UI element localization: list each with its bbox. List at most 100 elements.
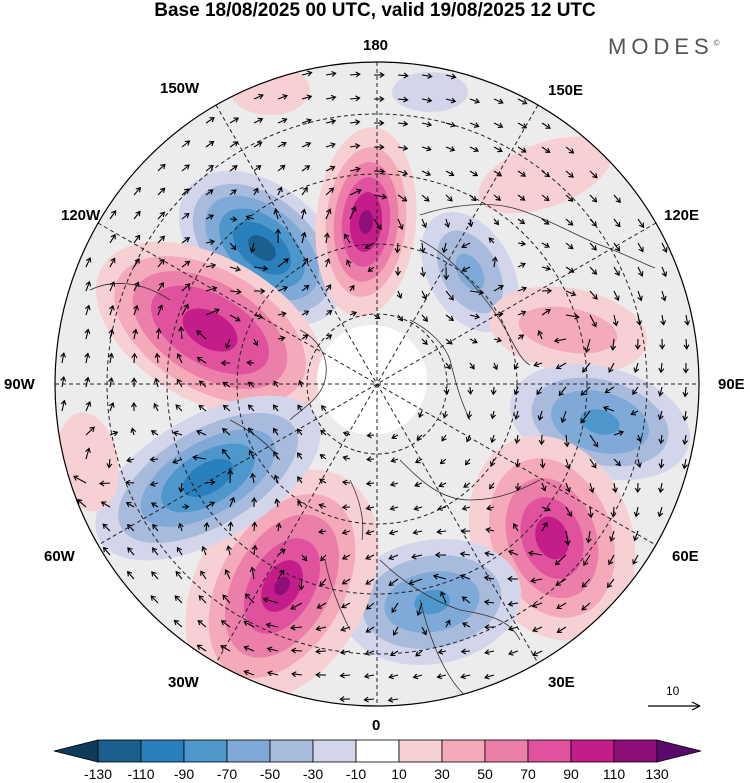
wind-vector-arrow	[364, 242, 375, 249]
wind-vector-arrow	[443, 386, 450, 395]
anomaly-negative-labrador	[95, 395, 321, 561]
wind-vector-arrow	[205, 262, 217, 269]
wind-vector-arrow	[445, 314, 455, 322]
wind-vector-arrow	[349, 71, 361, 78]
wind-vector-arrow	[387, 696, 399, 703]
wind-vector-arrow	[196, 429, 207, 436]
wind-vector-arrow	[277, 141, 287, 148]
wind-vector-arrow	[540, 482, 547, 492]
colorbar-swatch	[527, 739, 572, 763]
colorbar-tick-label: -130	[83, 766, 113, 782]
wind-vector-arrow	[633, 530, 639, 542]
wind-vector-arrow	[584, 338, 591, 354]
wind-vector-arrow	[244, 593, 255, 604]
wind-vector-arrow	[411, 553, 423, 560]
wind-vector-arrow	[229, 496, 236, 508]
wind-vector-arrow	[60, 352, 67, 364]
wind-vector-arrow	[198, 595, 207, 604]
colorbar-tick-label: 30	[434, 766, 450, 782]
wind-vector-arrow	[608, 362, 615, 374]
wind-vector-arrow	[373, 193, 388, 200]
wind-vector-arrow	[249, 242, 256, 254]
wind-vector-arrow	[636, 458, 642, 469]
wind-vector-arrow	[84, 304, 91, 316]
wind-vector-arrow	[133, 304, 139, 316]
wind-vector-arrow	[339, 649, 351, 656]
wind-vector-arrow	[434, 551, 447, 558]
wind-vector-arrow	[488, 237, 495, 244]
wind-vector-arrow	[483, 575, 495, 581]
wind-vector-arrow	[659, 338, 666, 350]
wind-vector-arrow	[415, 650, 423, 657]
wind-vector-arrow	[366, 432, 375, 439]
colorbar-swatch	[140, 739, 185, 763]
wind-vector-arrow	[490, 434, 496, 444]
wind-vector-arrow	[108, 328, 115, 340]
wind-vector-arrow	[150, 502, 159, 508]
wind-vector-arrow	[637, 266, 644, 277]
wind-vector-arrow	[445, 362, 451, 370]
wind-vector-arrow	[461, 622, 471, 628]
wind-vector-arrow	[325, 208, 332, 220]
wind-vector-arrow	[321, 405, 327, 412]
wind-vector-arrow	[172, 458, 183, 464]
wind-vector-arrow	[565, 242, 574, 250]
wind-vector-arrow	[469, 289, 485, 296]
wind-vector-arrow	[249, 472, 256, 484]
wind-vector-arrow	[683, 338, 690, 350]
wind-vector-arrow	[408, 578, 423, 586]
wind-vector-arrow	[585, 530, 592, 544]
wind-vector-arrow	[532, 626, 543, 633]
wind-vector-arrow	[227, 469, 234, 484]
wind-vector-arrow	[253, 288, 266, 295]
wind-vector-arrow	[533, 361, 543, 368]
graticule	[55, 62, 699, 706]
wind-vector-arrow	[365, 554, 375, 560]
wind-vector-arrow	[84, 328, 91, 340]
wind-vector-arrow	[133, 281, 140, 292]
wind-vector-arrow	[124, 479, 135, 486]
wind-vector-arrow	[613, 194, 621, 204]
wind-vector-arrow	[365, 529, 375, 536]
wind-vector-arrow	[157, 258, 165, 268]
wind-vector-arrow	[316, 602, 327, 609]
wind-vector-arrow	[469, 98, 481, 104]
wind-vector-arrow	[412, 673, 423, 680]
wind-vector-arrow	[633, 362, 640, 374]
wind-vector-arrow	[445, 97, 457, 104]
wind-vector-arrow	[301, 70, 313, 77]
wind-vector-arrow	[253, 164, 262, 172]
wind-vector-arrow	[157, 211, 166, 220]
wind-vector-arrow	[84, 376, 91, 388]
wind-vector-arrow	[412, 529, 423, 536]
wind-vector-arrow	[325, 70, 337, 77]
wind-vector-arrow	[493, 98, 504, 105]
wind-vector-arrow	[682, 362, 689, 374]
wind-vector-arrow	[484, 550, 495, 557]
wind-vector-arrow	[469, 194, 477, 202]
wind-vector-arrow	[229, 216, 238, 223]
wind-vector-arrow	[397, 72, 409, 79]
wind-vector-arrow	[589, 290, 598, 300]
wind-vector-arrow	[153, 377, 160, 388]
wind-vector-arrow	[507, 600, 519, 607]
colorbar-swatch	[613, 739, 658, 763]
wind-vector-arrow	[604, 386, 615, 394]
wind-vector-arrow	[201, 545, 207, 556]
colorbar-tick-labels: -130 -110 -90 -70 -50 -30 -10 10 30 50 70 90 110 130	[0, 766, 750, 782]
wind-vector-arrow	[613, 290, 620, 302]
reference-vector-arrow	[648, 701, 701, 711]
wind-vector-arrow	[131, 377, 138, 388]
wind-vector-arrow	[181, 188, 190, 196]
colorbar-swatch	[269, 739, 314, 763]
wind-vector-arrow	[277, 117, 288, 124]
wind-vector-arrow	[517, 310, 527, 316]
wind-vector-arrow	[507, 549, 519, 556]
wind-vector-arrow	[445, 121, 456, 128]
wind-vector-arrow	[565, 506, 572, 517]
wind-vector-arrow	[397, 218, 404, 230]
wind-vector-arrow	[108, 352, 114, 364]
wind-vector-arrow	[484, 624, 495, 631]
wind-vector-arrow	[198, 380, 207, 388]
wind-vector-arrow	[181, 140, 191, 148]
